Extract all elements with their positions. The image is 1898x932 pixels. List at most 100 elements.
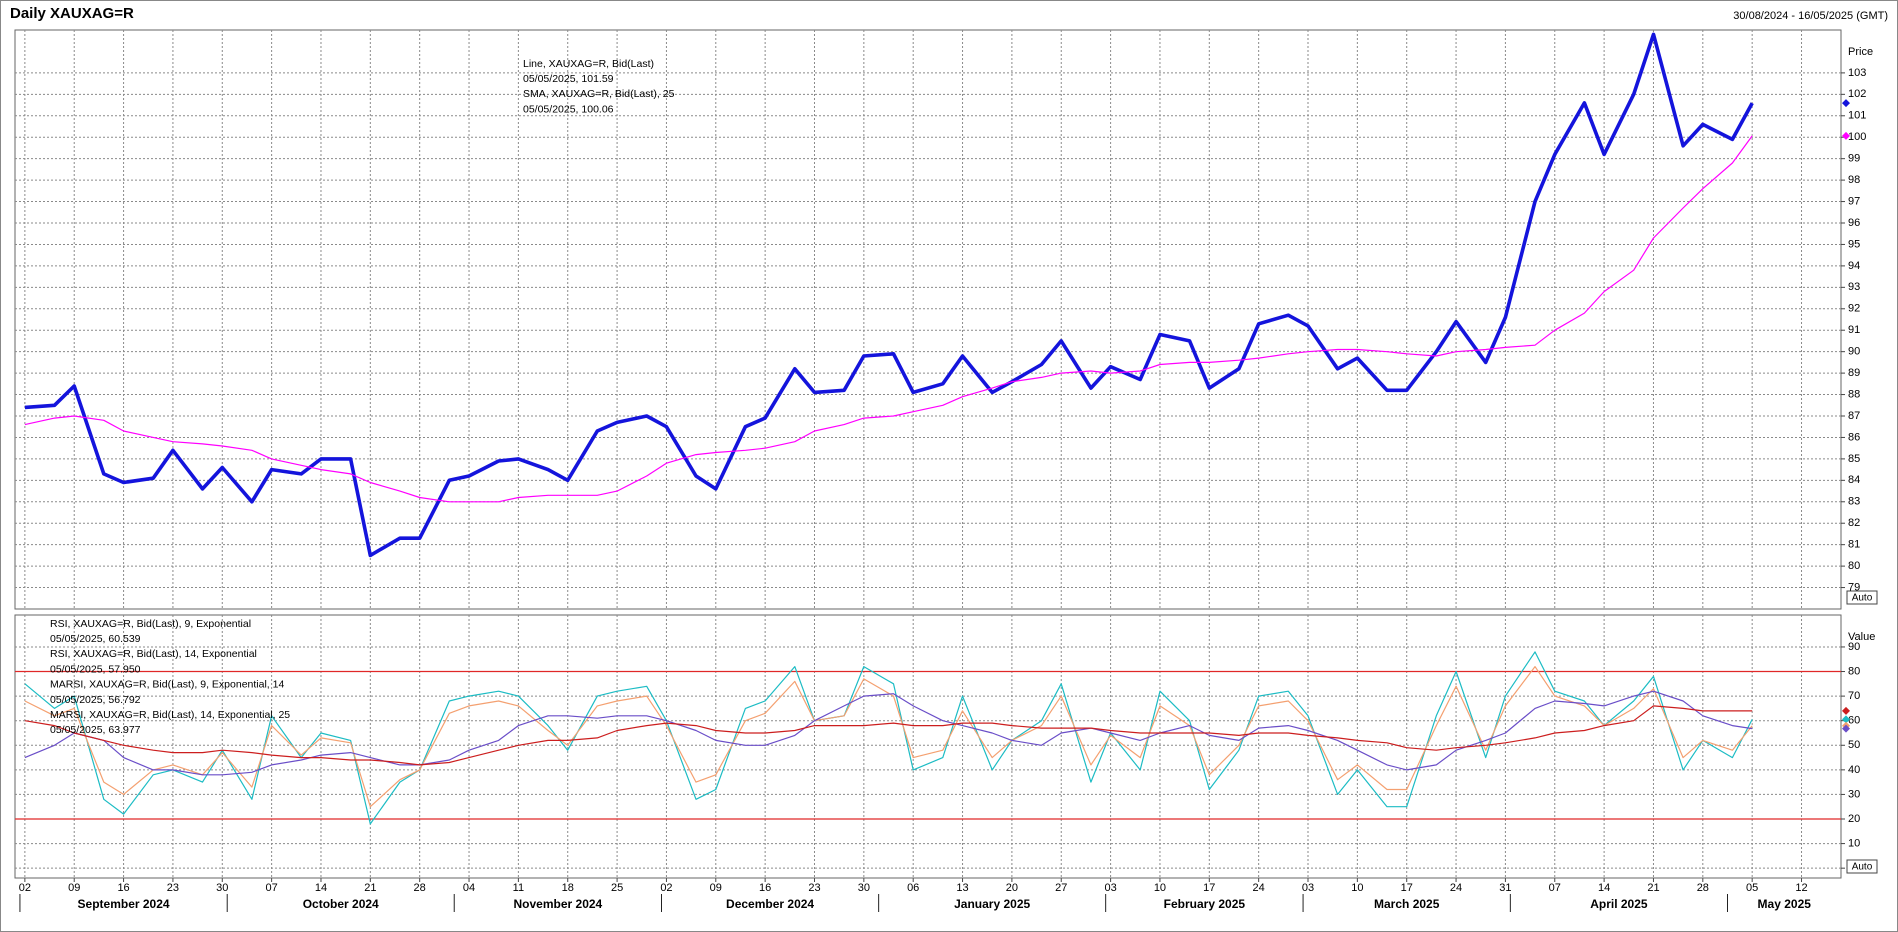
- x-tick-label: 09: [710, 882, 722, 894]
- legend-last: 05/05/2025, 60.539: [50, 633, 141, 645]
- month-label: January 2025: [954, 897, 1030, 911]
- y-tick-label: 40: [1848, 764, 1860, 776]
- legend-last: 05/05/2025, 56.792: [50, 694, 141, 706]
- y-tick-label: 84: [1848, 474, 1860, 486]
- last-value-marker: [1842, 131, 1850, 140]
- x-tick-label: 21: [1647, 882, 1659, 894]
- panel-frame: [14, 29, 1842, 610]
- y-tick-label: 88: [1848, 388, 1860, 400]
- auto-button-label[interactable]: Auto: [1852, 862, 1873, 873]
- series-line: [24, 32, 1754, 558]
- y-tick-label: 95: [1848, 238, 1860, 250]
- x-tick-label: 13: [956, 882, 968, 894]
- x-tick-label: 16: [117, 882, 129, 894]
- y-tick-label: 101: [1848, 110, 1866, 122]
- y-tick-label: 94: [1848, 260, 1860, 272]
- x-tick-label: 14: [315, 882, 327, 894]
- x-tick-label: 17: [1401, 882, 1413, 894]
- series-line: [24, 651, 1753, 825]
- last-value-marker: [1842, 706, 1850, 715]
- month-label: April 2025: [1590, 897, 1648, 911]
- x-tick-label: 16: [759, 882, 771, 894]
- y-tick-label: 10: [1848, 837, 1860, 849]
- y-tick-label: 93: [1848, 281, 1860, 293]
- y-tick-label: 82: [1848, 517, 1860, 529]
- series-line: [24, 666, 1753, 808]
- x-tick-label: 07: [1549, 882, 1561, 894]
- y-tick-label: 103: [1848, 67, 1866, 79]
- last-value-marker: [1842, 99, 1850, 108]
- series-line: [24, 135, 1753, 503]
- x-tick-label: 10: [1154, 882, 1166, 894]
- x-tick-label: 06: [907, 882, 919, 894]
- x-tick-label: 03: [1302, 882, 1314, 894]
- x-tick-label: 25: [611, 882, 623, 894]
- y-tick-label: 60: [1848, 715, 1860, 727]
- x-tick-label: 17: [1203, 882, 1215, 894]
- y-tick-label: 99: [1848, 153, 1860, 165]
- x-tick-label: 14: [1598, 882, 1610, 894]
- x-tick-label: 28: [1697, 882, 1709, 894]
- legend-name: MARSI, XAUXAG=R, Bid(Last), 14, Exponent…: [50, 709, 290, 721]
- legend-last: 05/05/2025, 57.950: [50, 663, 141, 675]
- y-tick-label: 80: [1848, 665, 1860, 677]
- x-tick-label: 27: [1055, 882, 1067, 894]
- legend-name: RSI, XAUXAG=R, Bid(Last), 14, Exponentia…: [50, 648, 257, 660]
- legend-name: SMA, XAUXAG=R, Bid(Last), 25: [523, 88, 675, 100]
- month-label: March 2025: [1374, 897, 1440, 911]
- x-tick-label: 24: [1253, 882, 1265, 894]
- month-label: May 2025: [1758, 897, 1812, 911]
- y-tick-label: 20: [1848, 813, 1860, 825]
- x-tick-label: 18: [562, 882, 574, 894]
- y-axis-label: Price: [1848, 46, 1873, 58]
- x-tick-label: 31: [1499, 882, 1511, 894]
- x-tick-label: 20: [1006, 882, 1018, 894]
- y-tick-label: 83: [1848, 496, 1860, 508]
- y-tick-label: 102: [1848, 88, 1866, 100]
- y-tick-label: 80: [1848, 560, 1860, 572]
- x-tick-label: 23: [808, 882, 820, 894]
- x-tick-label: 24: [1450, 882, 1462, 894]
- legend-name: RSI, XAUXAG=R, Bid(Last), 9, Exponential: [50, 618, 251, 630]
- legend-name: MARSI, XAUXAG=R, Bid(Last), 9, Exponenti…: [50, 679, 284, 691]
- y-tick-label: 85: [1848, 453, 1860, 465]
- x-tick-label: 23: [167, 882, 179, 894]
- x-tick-label: 02: [19, 882, 31, 894]
- x-tick-label: 09: [68, 882, 80, 894]
- x-tick-label: 21: [364, 882, 376, 894]
- y-tick-label: 81: [1848, 539, 1860, 551]
- x-tick-label: 28: [414, 882, 426, 894]
- y-tick-label: 91: [1848, 324, 1860, 336]
- y-tick-label: 86: [1848, 431, 1860, 443]
- auto-button[interactable]: [1846, 590, 1878, 605]
- auto-button-label[interactable]: Auto: [1852, 593, 1873, 604]
- y-tick-label: 50: [1848, 739, 1860, 751]
- y-tick-label: 92: [1848, 303, 1860, 315]
- month-label: December 2024: [726, 897, 814, 911]
- y-tick-label: 90: [1848, 346, 1860, 358]
- x-tick-label: 03: [1104, 882, 1116, 894]
- date-range: 30/08/2024 - 16/05/2025 (GMT): [1733, 10, 1888, 22]
- y-tick-label: 30: [1848, 788, 1860, 800]
- y-tick-label: 100: [1848, 131, 1866, 143]
- y-tick-label: 87: [1848, 410, 1860, 422]
- x-tick-label: 04: [463, 882, 475, 894]
- series-line: [24, 705, 1753, 766]
- auto-button[interactable]: [1846, 859, 1878, 874]
- legend-last: 05/05/2025, 101.59: [523, 73, 614, 85]
- x-tick-label: 11: [513, 882, 524, 894]
- y-tick-label: 96: [1848, 217, 1860, 229]
- x-tick-label: 10: [1351, 882, 1363, 894]
- y-tick-label: 70: [1848, 690, 1860, 702]
- legend-name: Line, XAUXAG=R, Bid(Last): [523, 58, 654, 70]
- last-value-marker: [1842, 715, 1850, 724]
- month-label: November 2024: [514, 897, 603, 911]
- x-tick-label: 05: [1746, 882, 1758, 894]
- y-tick-label: 97: [1848, 195, 1860, 207]
- x-tick-label: 02: [660, 882, 672, 894]
- legend-last: 05/05/2025, 100.06: [523, 103, 614, 115]
- chart-title: Daily XAUXAG=R: [10, 5, 134, 22]
- month-label: October 2024: [303, 897, 379, 911]
